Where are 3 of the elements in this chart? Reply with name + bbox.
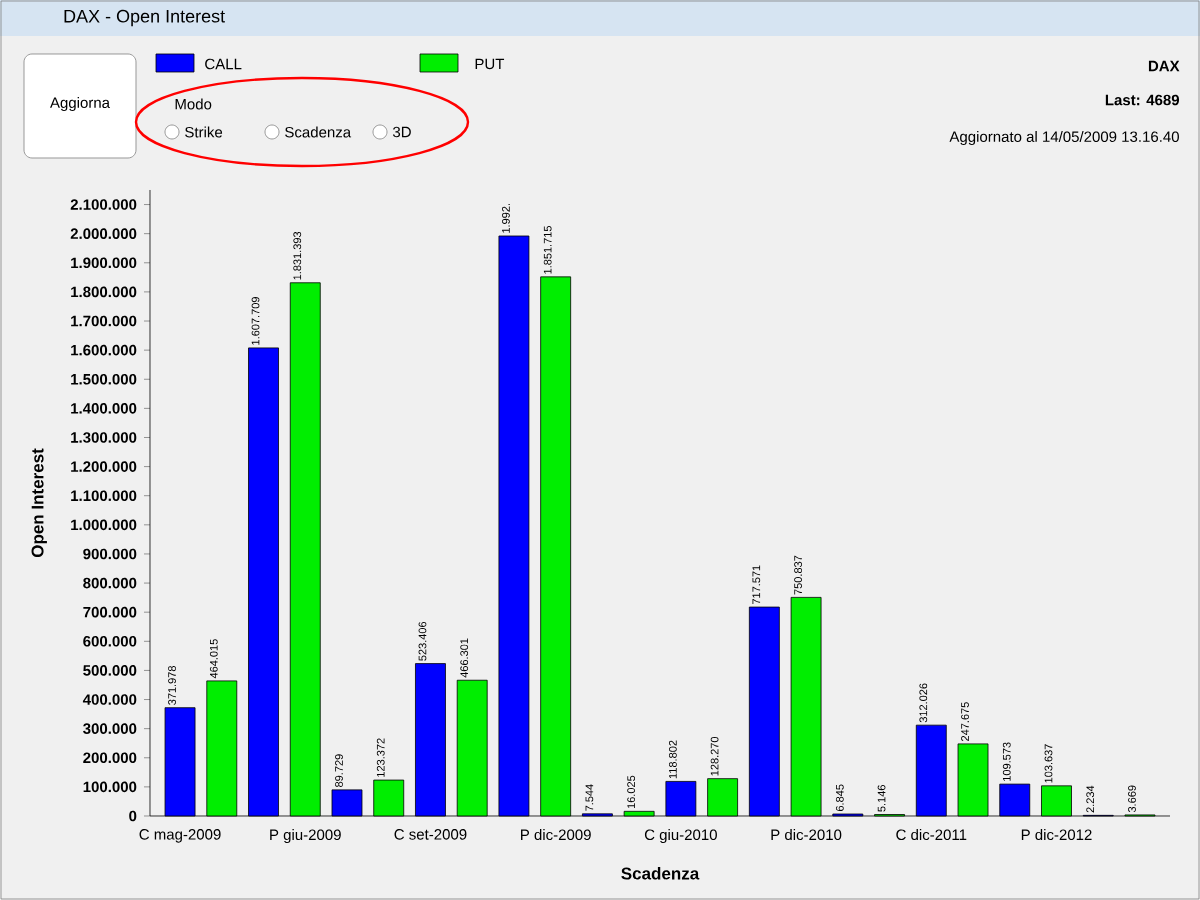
x-axis-title: Scadenza bbox=[621, 867, 700, 880]
chart-title: DAX - Open Interest bbox=[64, 9, 225, 27]
y-axis-title: Open Interest bbox=[31, 448, 47, 558]
